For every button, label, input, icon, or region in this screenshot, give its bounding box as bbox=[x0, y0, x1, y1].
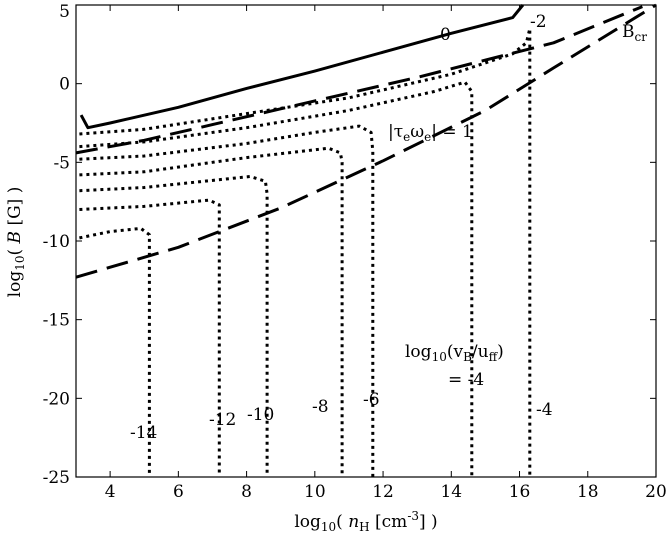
y-tick-label: -25 bbox=[43, 468, 70, 488]
label-minus-14: -14 bbox=[130, 423, 157, 443]
x-tick-label: 6 bbox=[173, 482, 184, 502]
series-dotted-3 bbox=[79, 27, 532, 477]
series-dashed-2 bbox=[75, 3, 657, 279]
x-tick-label: 4 bbox=[105, 482, 116, 502]
x-tick-label: 8 bbox=[241, 482, 252, 502]
label-tau-omega: |τeωe| = 1 bbox=[388, 122, 473, 144]
label-bcr: Bcr bbox=[622, 22, 647, 44]
x-tick-label: 12 bbox=[372, 482, 394, 502]
label-vb-uff: log10(vB/uff) bbox=[405, 342, 504, 364]
series-solid-0 bbox=[79, 4, 525, 130]
y-tick-label: -20 bbox=[43, 389, 70, 409]
y-tick-label: -15 bbox=[43, 311, 70, 331]
label-minus-6: -6 bbox=[363, 390, 380, 410]
x-tick-label: 10 bbox=[304, 482, 326, 502]
x-tick-label: 20 bbox=[645, 482, 667, 502]
series-dotted-7 bbox=[79, 175, 269, 477]
series-dotted-6 bbox=[79, 146, 344, 477]
label-minus-4: -4 bbox=[536, 400, 553, 420]
y-tick-label: -10 bbox=[43, 232, 70, 252]
x-tick-label: 16 bbox=[509, 482, 531, 502]
x-tick-label: 18 bbox=[577, 482, 599, 502]
plot-lines bbox=[75, 3, 657, 477]
y-axis-label: log10( B [G] ) bbox=[5, 187, 27, 298]
series-dotted-5 bbox=[79, 124, 375, 477]
series-dotted-4 bbox=[79, 80, 474, 477]
label-minus-8: -8 bbox=[312, 397, 329, 417]
label-minus-2: -2 bbox=[530, 12, 547, 32]
y-tick-label: 0 bbox=[59, 75, 70, 95]
label-vb-eq: = -4 bbox=[448, 370, 484, 390]
label-minus-10: -10 bbox=[247, 405, 274, 425]
y-tick-label: -5 bbox=[53, 153, 70, 173]
x-axis-label: log10( nH [cm-3] ) bbox=[294, 509, 437, 534]
series-dotted-8 bbox=[79, 198, 221, 477]
label-0: 0 bbox=[440, 25, 451, 45]
series-dashed-1 bbox=[75, 5, 643, 155]
x-tick-label: 14 bbox=[440, 482, 462, 502]
y-tick-label: 5 bbox=[59, 2, 70, 22]
label-minus-12: -12 bbox=[209, 410, 236, 430]
